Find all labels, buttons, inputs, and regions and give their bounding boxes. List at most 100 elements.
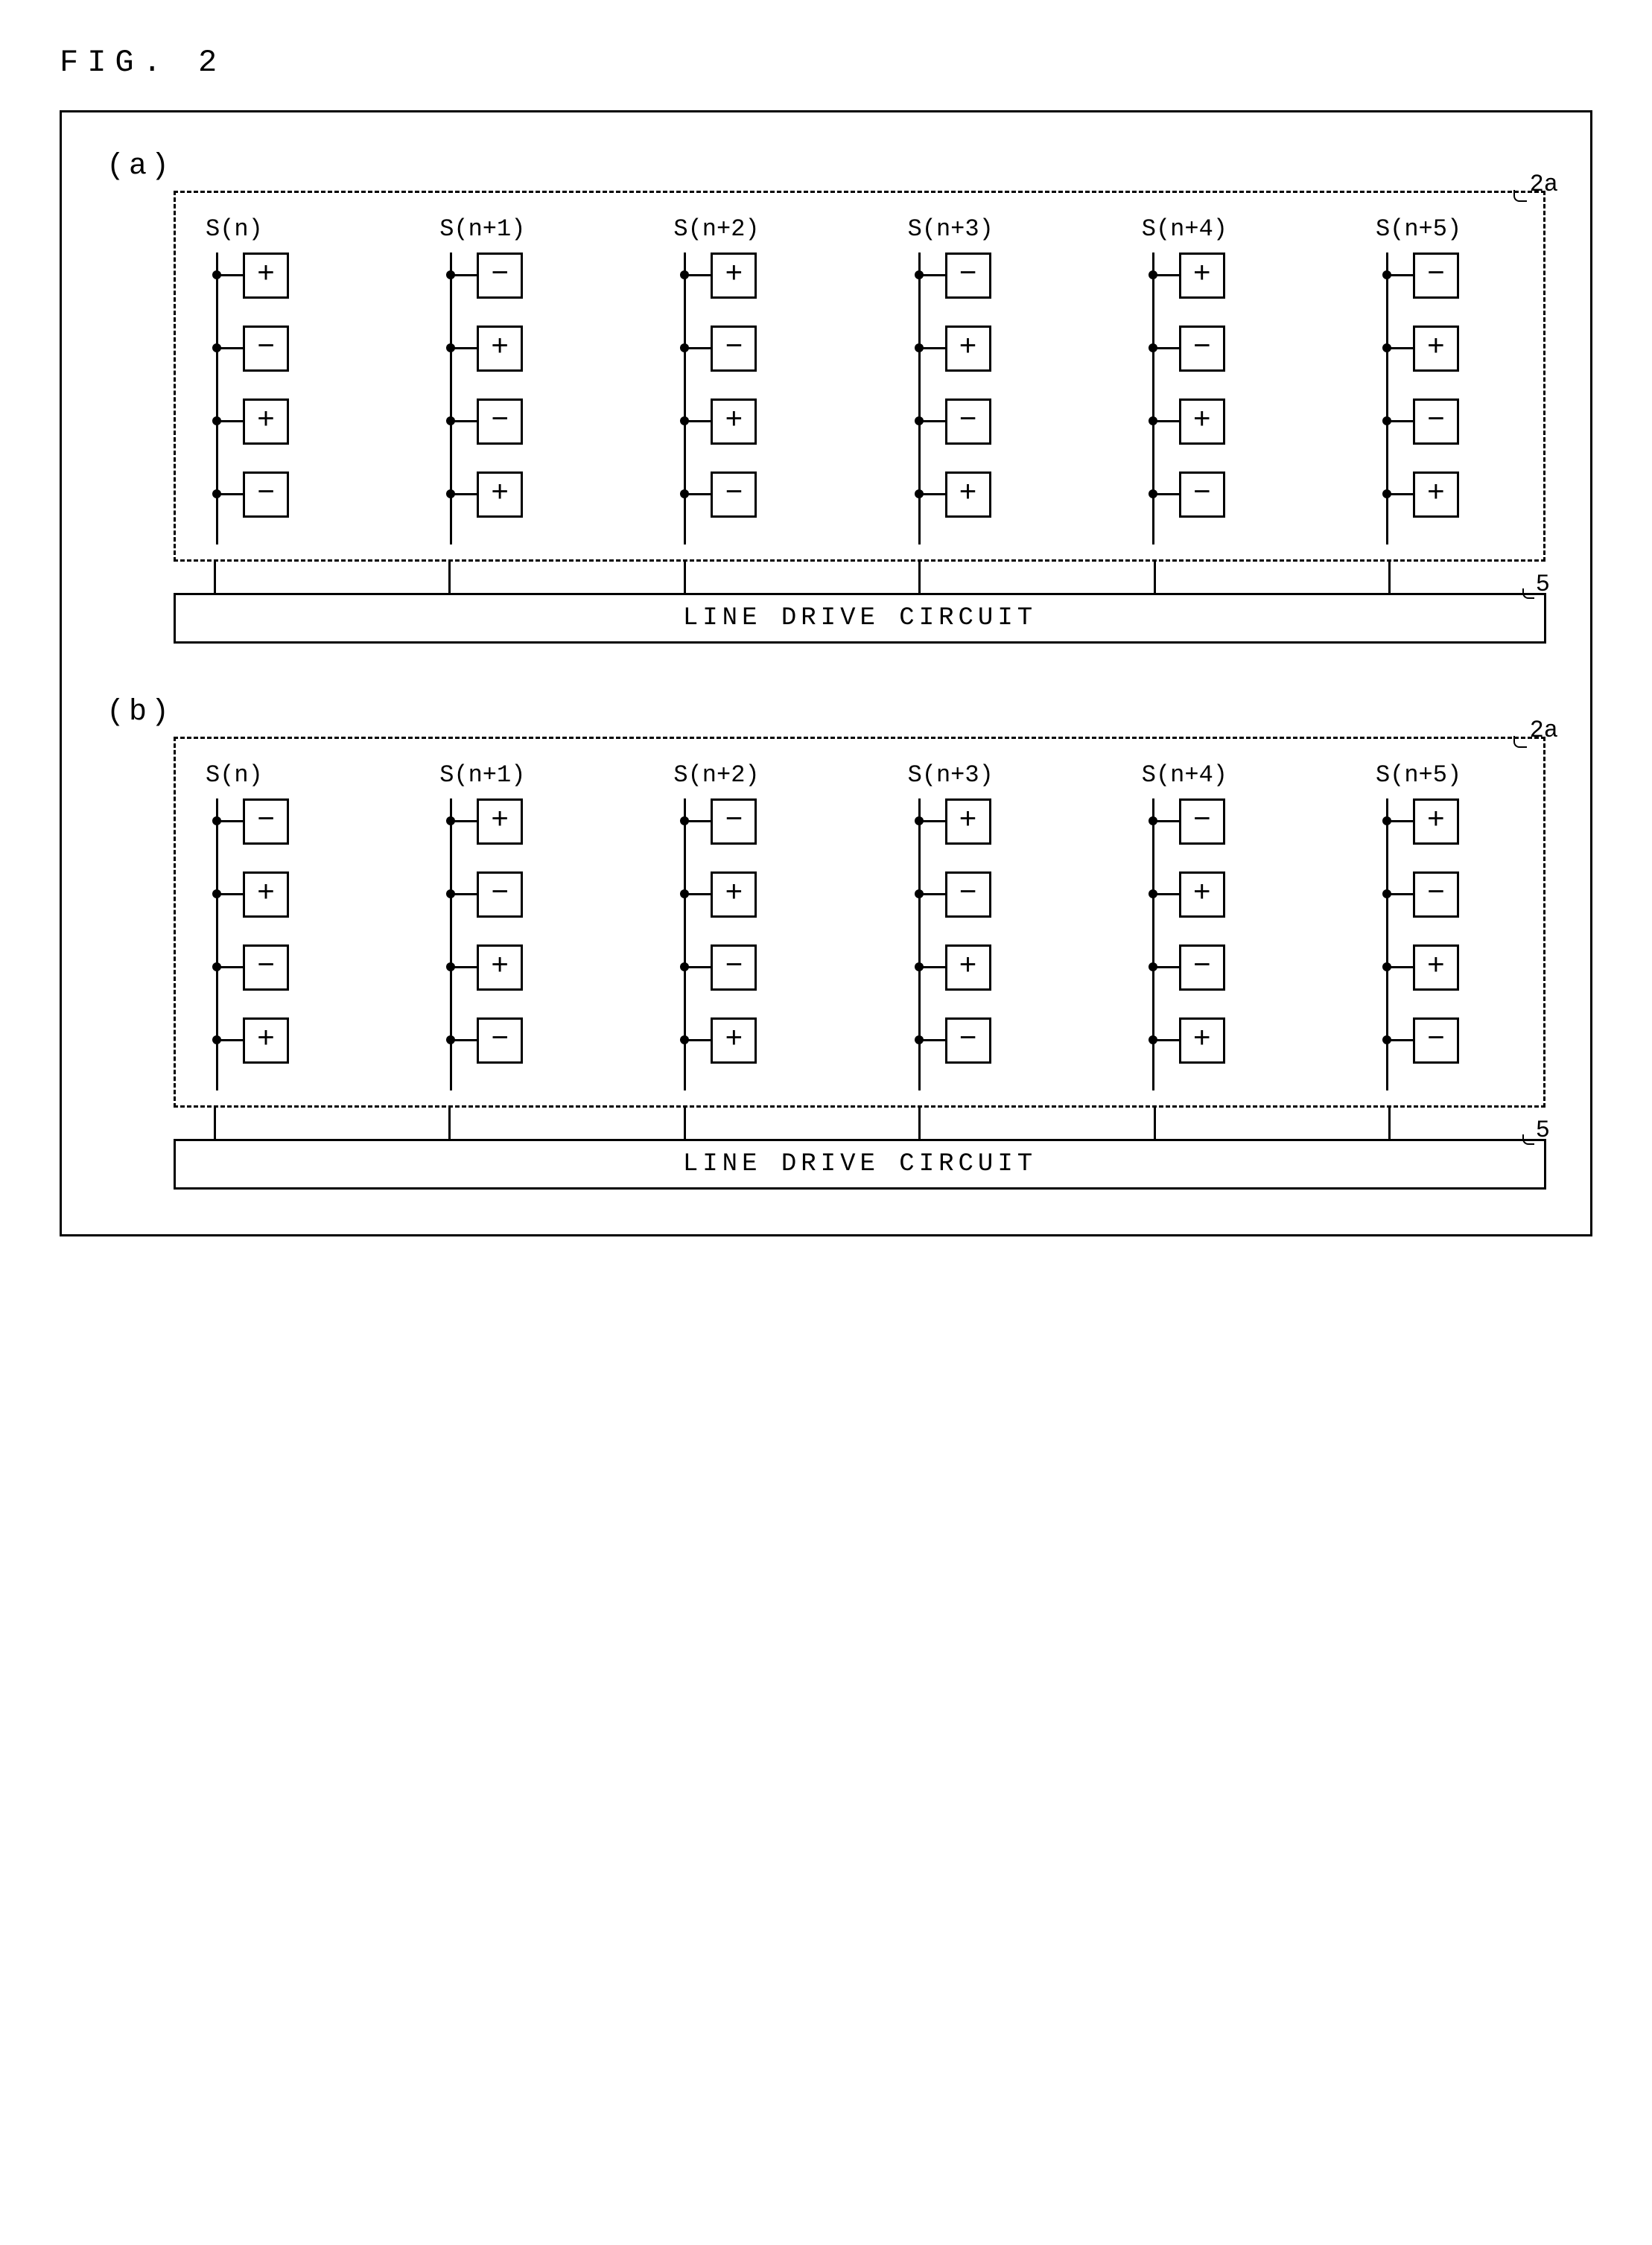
- source-line-column: S(n+3)+−+−: [908, 761, 1046, 1090]
- pixel-cell: −: [673, 471, 811, 544]
- pixel-polarity: −: [477, 398, 523, 445]
- pixel-cell: −: [673, 944, 811, 1017]
- pixel-cell: −: [1376, 253, 1513, 326]
- pixel-cell: +: [673, 871, 811, 944]
- pixel-polarity: +: [945, 798, 991, 845]
- pixel-polarity: +: [477, 326, 523, 372]
- pixel-cell: +: [1142, 1017, 1280, 1090]
- pixel-cell: +: [206, 1017, 343, 1090]
- pixel-polarity: +: [243, 398, 289, 445]
- subfig-label: (a): [107, 150, 1545, 183]
- line-drive-circuit: LINE DRIVE CIRCUIT: [174, 1139, 1546, 1190]
- pixel-polarity: −: [1413, 1017, 1459, 1064]
- pixel-polarity: −: [711, 471, 757, 518]
- reference-label-5: 5: [1536, 571, 1550, 598]
- column-header: S(n+2): [673, 761, 759, 798]
- pixel-cell: +: [439, 798, 577, 871]
- pixel-cell: −: [908, 398, 1046, 471]
- pixel-cell: −: [1376, 1017, 1513, 1090]
- pixel-cell: −: [1376, 398, 1513, 471]
- pixel-cell: +: [439, 944, 577, 1017]
- pixel-cell: −: [439, 398, 577, 471]
- pixel-polarity: −: [477, 871, 523, 918]
- column-header: S(n+4): [1142, 215, 1227, 253]
- pixel-polarity: +: [1179, 398, 1225, 445]
- column-header: S(n+3): [908, 215, 994, 253]
- source-line-column: S(n+3)−+−+: [908, 215, 1046, 544]
- pixel-cell: +: [439, 326, 577, 398]
- pixel-cell: +: [206, 253, 343, 326]
- column-header: S(n+2): [673, 215, 759, 253]
- pixel-cell: +: [1376, 471, 1513, 544]
- column-header: S(n+1): [439, 761, 525, 798]
- pixel-cell: +: [908, 471, 1046, 544]
- pixel-polarity: −: [945, 398, 991, 445]
- column-header: S(n+3): [908, 761, 994, 798]
- pixel-cell: −: [439, 871, 577, 944]
- pixel-polarity: −: [1413, 398, 1459, 445]
- pixel-polarity: +: [477, 471, 523, 518]
- source-line-column: S(n+2)+−+−: [673, 215, 811, 544]
- pixel-cell: +: [1376, 326, 1513, 398]
- pixel-polarity: +: [711, 253, 757, 299]
- pixel-cell: +: [1142, 398, 1280, 471]
- pixel-cell: +: [1376, 798, 1513, 871]
- pixel-polarity: −: [1413, 253, 1459, 299]
- source-line-column: S(n+4)+−+−: [1142, 215, 1280, 544]
- pixel-cell: +: [908, 326, 1046, 398]
- outer-frame: (a)2aS(n)+−+−S(n+1)−+−+S(n+2)+−+−S(n+3)−…: [60, 110, 1592, 1236]
- pixel-polarity: +: [711, 1017, 757, 1064]
- pixel-cell: +: [673, 398, 811, 471]
- source-line-column: S(n)+−+−: [206, 215, 343, 544]
- pixel-array-region: 2aS(n)+−+−S(n+1)−+−+S(n+2)+−+−S(n+3)−+−+…: [174, 191, 1545, 562]
- figure-title: FIG. 2: [60, 45, 1592, 80]
- reference-label-5: 5: [1536, 1117, 1550, 1144]
- pixel-array-region: 2aS(n)−+−+S(n+1)+−+−S(n+2)−+−+S(n+3)+−+−…: [174, 737, 1545, 1108]
- pixel-cell: +: [1142, 253, 1280, 326]
- pixel-polarity: −: [945, 1017, 991, 1064]
- pixel-cell: −: [439, 253, 577, 326]
- pixel-polarity: −: [945, 253, 991, 299]
- pixel-cell: −: [673, 798, 811, 871]
- pixel-polarity: −: [243, 326, 289, 372]
- pixel-polarity: −: [1179, 798, 1225, 845]
- pixel-cell: +: [439, 471, 577, 544]
- pixel-cell: −: [206, 944, 343, 1017]
- pixel-polarity: −: [243, 944, 289, 991]
- pixel-polarity: −: [1413, 871, 1459, 918]
- pixel-polarity: −: [945, 871, 991, 918]
- column-header: S(n): [206, 761, 263, 798]
- pixel-cell: −: [908, 1017, 1046, 1090]
- pixel-cell: −: [908, 253, 1046, 326]
- column-header: S(n+5): [1376, 215, 1461, 253]
- subfigure: (b)2aS(n)−+−+S(n+1)+−+−S(n+2)−+−+S(n+3)+…: [107, 696, 1545, 1190]
- pixel-cell: +: [673, 1017, 811, 1090]
- source-line-column: S(n+4)−+−+: [1142, 761, 1280, 1090]
- pixel-cell: −: [1376, 871, 1513, 944]
- pixel-cell: −: [1142, 326, 1280, 398]
- reference-label-2a: 2a: [1530, 717, 1558, 744]
- pixel-polarity: −: [711, 326, 757, 372]
- pixel-polarity: −: [1179, 471, 1225, 518]
- pixel-polarity: +: [477, 944, 523, 991]
- pixel-cell: −: [206, 326, 343, 398]
- pixel-cell: +: [1376, 944, 1513, 1017]
- subfigure: (a)2aS(n)+−+−S(n+1)−+−+S(n+2)+−+−S(n+3)−…: [107, 150, 1545, 644]
- pixel-cell: −: [1142, 944, 1280, 1017]
- pixel-polarity: +: [1179, 253, 1225, 299]
- reference-label-2a: 2a: [1530, 171, 1558, 198]
- pixel-polarity: −: [1179, 944, 1225, 991]
- source-line-column: S(n+1)+−+−: [439, 761, 577, 1090]
- pixel-cell: −: [1142, 471, 1280, 544]
- line-drive-circuit: LINE DRIVE CIRCUIT: [174, 593, 1546, 644]
- pixel-cell: +: [1142, 871, 1280, 944]
- pixel-polarity: +: [243, 253, 289, 299]
- pixel-cell: −: [439, 1017, 577, 1090]
- pixel-cell: +: [908, 944, 1046, 1017]
- pixel-polarity: +: [945, 471, 991, 518]
- source-line-column: S(n+5)+−+−: [1376, 761, 1513, 1090]
- pixel-polarity: −: [1179, 326, 1225, 372]
- pixel-cell: −: [908, 871, 1046, 944]
- pixel-cell: −: [206, 798, 343, 871]
- pixel-polarity: +: [1179, 1017, 1225, 1064]
